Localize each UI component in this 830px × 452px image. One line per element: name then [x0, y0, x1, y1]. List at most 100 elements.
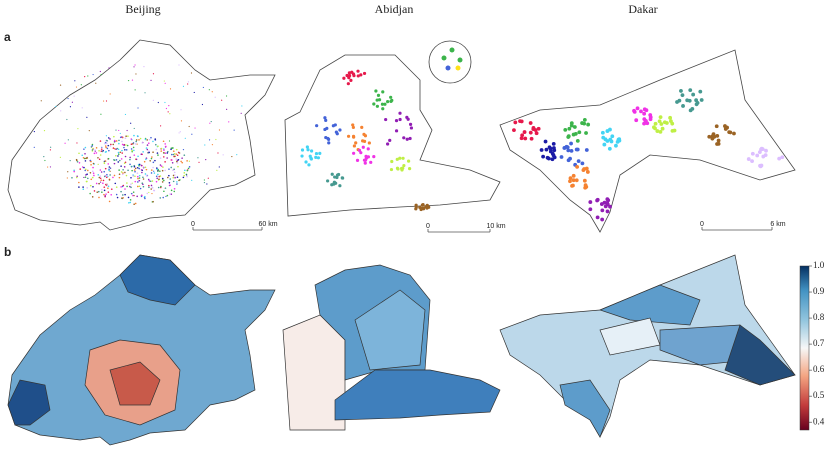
point — [240, 112, 242, 114]
point — [603, 137, 608, 142]
point — [376, 93, 381, 97]
point — [347, 73, 352, 78]
point — [639, 109, 643, 114]
point — [522, 130, 527, 134]
point — [179, 131, 181, 133]
point — [73, 170, 75, 173]
point — [304, 160, 308, 164]
point — [617, 138, 622, 143]
point — [164, 187, 167, 189]
point — [95, 147, 98, 149]
point — [121, 136, 123, 138]
point — [113, 147, 116, 150]
point — [124, 155, 127, 158]
point — [100, 179, 103, 181]
point — [568, 176, 573, 181]
point — [85, 174, 87, 176]
point — [148, 191, 150, 194]
point — [138, 185, 141, 188]
point — [324, 135, 328, 140]
point — [582, 117, 587, 122]
point — [406, 159, 411, 163]
point — [728, 130, 733, 135]
point — [78, 186, 80, 188]
bottom-row-maps — [7, 254, 796, 446]
point — [193, 91, 195, 94]
point — [715, 133, 720, 138]
point — [145, 168, 148, 171]
point — [83, 166, 85, 169]
point — [81, 107, 83, 109]
point — [92, 166, 94, 169]
dakar-east — [659, 324, 751, 366]
abidjan-center — [354, 289, 426, 371]
point — [151, 156, 153, 158]
point — [168, 105, 170, 107]
point — [394, 129, 399, 133]
point — [573, 132, 578, 136]
point — [182, 85, 185, 88]
point — [75, 86, 78, 88]
point — [143, 195, 146, 198]
point — [134, 180, 137, 183]
point — [89, 184, 92, 187]
point — [105, 135, 107, 137]
point — [118, 169, 120, 171]
point — [576, 159, 581, 164]
point — [398, 111, 402, 115]
point — [648, 113, 653, 117]
point — [218, 166, 220, 168]
point — [156, 167, 158, 169]
point — [127, 169, 129, 172]
colorbar-tick-label: 1.0 — [813, 260, 825, 270]
point — [173, 152, 176, 155]
scale-label: 10 km — [486, 223, 505, 230]
point — [306, 148, 310, 152]
point — [112, 147, 115, 149]
point — [67, 97, 69, 100]
point — [600, 208, 605, 213]
point — [314, 151, 319, 156]
point — [168, 181, 171, 184]
point — [334, 181, 338, 185]
point — [575, 138, 580, 143]
point — [82, 186, 84, 188]
point — [161, 181, 164, 183]
point — [352, 151, 356, 155]
point — [88, 130, 90, 132]
point — [59, 84, 62, 86]
point — [520, 133, 525, 138]
colorbar-tick-label: 0.4 — [813, 416, 825, 426]
point — [132, 175, 135, 177]
point — [105, 193, 107, 195]
dakar-mid — [599, 284, 701, 326]
point — [94, 149, 96, 152]
point — [169, 113, 171, 115]
point — [166, 150, 169, 153]
point — [330, 183, 334, 187]
point — [83, 176, 85, 179]
point — [333, 175, 337, 179]
point — [377, 98, 382, 102]
point — [109, 138, 111, 140]
point — [157, 154, 159, 156]
point — [595, 198, 600, 203]
point — [144, 92, 146, 94]
point — [98, 176, 101, 179]
point — [180, 120, 183, 122]
point — [108, 149, 110, 152]
point — [146, 139, 149, 141]
point — [125, 135, 127, 138]
point — [305, 145, 309, 149]
point — [168, 168, 170, 170]
point — [608, 127, 612, 132]
point — [366, 147, 370, 151]
point — [152, 200, 154, 203]
point — [130, 183, 132, 186]
point — [175, 158, 177, 160]
point — [174, 155, 176, 158]
point — [102, 179, 105, 182]
point — [534, 131, 539, 136]
point — [118, 173, 121, 175]
point — [81, 154, 84, 157]
